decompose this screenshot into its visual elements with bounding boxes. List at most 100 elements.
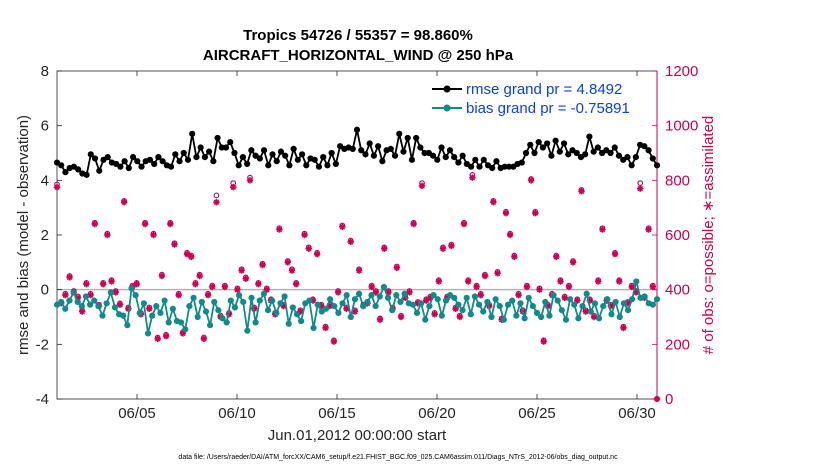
bias-point — [649, 301, 656, 308]
bias-point — [467, 311, 474, 318]
rmse-point — [455, 159, 462, 166]
obs-assimilated-point — [154, 335, 161, 343]
rmse-point — [235, 162, 242, 169]
obs-assimilated-point — [431, 311, 438, 318]
asterisk-stroke — [473, 284, 480, 290]
asterisk-stroke — [305, 245, 312, 252]
x-tick-label: 06/10 — [218, 405, 256, 422]
obs-assimilated-point — [204, 291, 212, 299]
asterisk-stroke — [595, 278, 602, 285]
rmse-point — [544, 140, 551, 147]
asterisk-stroke — [66, 274, 73, 281]
asterisk-stroke — [402, 295, 409, 301]
bias-point — [99, 312, 106, 319]
asterisk-stroke — [570, 259, 576, 266]
obs-assimilated-point — [167, 220, 174, 228]
asterisk-stroke — [243, 275, 249, 282]
asterisk-stroke — [184, 251, 190, 257]
bias-point — [157, 309, 164, 316]
obs-assimilated-point — [368, 283, 375, 291]
obs-assimilated-point — [523, 283, 531, 291]
y-axis-label: rmse and bias (model - observation) — [15, 115, 32, 355]
y-tick-label: 6 — [41, 118, 49, 135]
rmse-point — [172, 151, 179, 158]
bias-point — [343, 292, 350, 299]
bias-point — [128, 285, 135, 292]
asterisk-stroke — [394, 264, 400, 271]
bias-point — [244, 327, 251, 334]
rmse-point — [607, 149, 614, 157]
obs-assimilated-point — [372, 289, 380, 296]
bias-point — [616, 313, 623, 321]
rmse-point — [489, 164, 496, 172]
bias-point — [140, 300, 147, 307]
asterisk-stroke — [557, 278, 564, 285]
rmse-point — [214, 134, 221, 142]
asterisk-stroke — [188, 254, 195, 260]
asterisk-stroke — [284, 259, 291, 266]
obs-assimilated-point — [477, 291, 484, 299]
bias-point — [571, 301, 578, 308]
x-tick-label: 06/20 — [418, 405, 456, 422]
asterisk-stroke — [121, 199, 127, 206]
rmse-point — [282, 152, 289, 159]
rmse-point — [197, 144, 204, 151]
bias-point — [620, 300, 627, 307]
rmse-point — [476, 163, 483, 170]
bias-point — [562, 316, 570, 323]
bias-point — [554, 297, 561, 304]
bias-point — [260, 290, 267, 297]
bias-point — [215, 307, 222, 314]
rmse-point — [649, 155, 656, 162]
rmse-point — [535, 138, 542, 146]
obs-assimilated-point — [188, 253, 195, 261]
rmse-point — [159, 158, 166, 165]
bias-point — [256, 297, 263, 304]
x-axis: 06/05 06/10 06/15 06/20 06/25 06/30 — [118, 71, 656, 422]
rmse-point — [121, 158, 128, 165]
rmse-point — [594, 144, 601, 151]
bias-point — [475, 301, 483, 308]
asterisk-stroke — [255, 281, 262, 288]
y-tick-label: 4 — [41, 172, 49, 189]
asterisk-stroke — [540, 338, 547, 345]
rmse-point — [391, 152, 399, 159]
asterisk-stroke — [423, 297, 430, 304]
obs-assimilated-point — [104, 231, 111, 239]
bias-point — [521, 315, 528, 322]
bias-point — [492, 296, 499, 303]
rmse-point — [645, 147, 652, 154]
rmse-point — [573, 149, 580, 157]
rmse-point — [117, 163, 124, 170]
y-right-tick-label: 600 — [665, 227, 690, 244]
rmse-point — [311, 156, 318, 163]
bias-point — [604, 296, 611, 303]
y-right-tick-label: 800 — [665, 172, 690, 189]
bias-point — [223, 319, 230, 326]
bias-point — [240, 298, 247, 306]
asterisk-stroke — [247, 177, 253, 184]
obs-assimilated-point — [213, 199, 220, 206]
bias-point — [285, 320, 292, 327]
asterisk-stroke — [511, 254, 518, 260]
obs-assimilated-point — [569, 259, 577, 266]
rmse-point — [366, 140, 373, 147]
rmse-point — [527, 141, 534, 148]
bias-point — [567, 296, 574, 303]
bias-point — [186, 302, 193, 310]
obs-assimilated-point — [515, 291, 522, 299]
rmse-point — [125, 164, 132, 172]
rmse-point — [586, 133, 593, 140]
bias-point — [136, 309, 143, 316]
x-tick-label: 06/05 — [118, 405, 156, 422]
asterisk-stroke — [561, 295, 568, 301]
asterisk-stroke — [431, 311, 438, 318]
bias-point — [393, 292, 400, 299]
bias-point — [293, 311, 301, 318]
asterisk-stroke — [276, 226, 283, 233]
obs-assimilated-point — [620, 324, 627, 332]
asterisk-stroke — [222, 284, 228, 290]
rmse-point — [353, 126, 361, 133]
asterisk-stroke — [599, 226, 606, 233]
